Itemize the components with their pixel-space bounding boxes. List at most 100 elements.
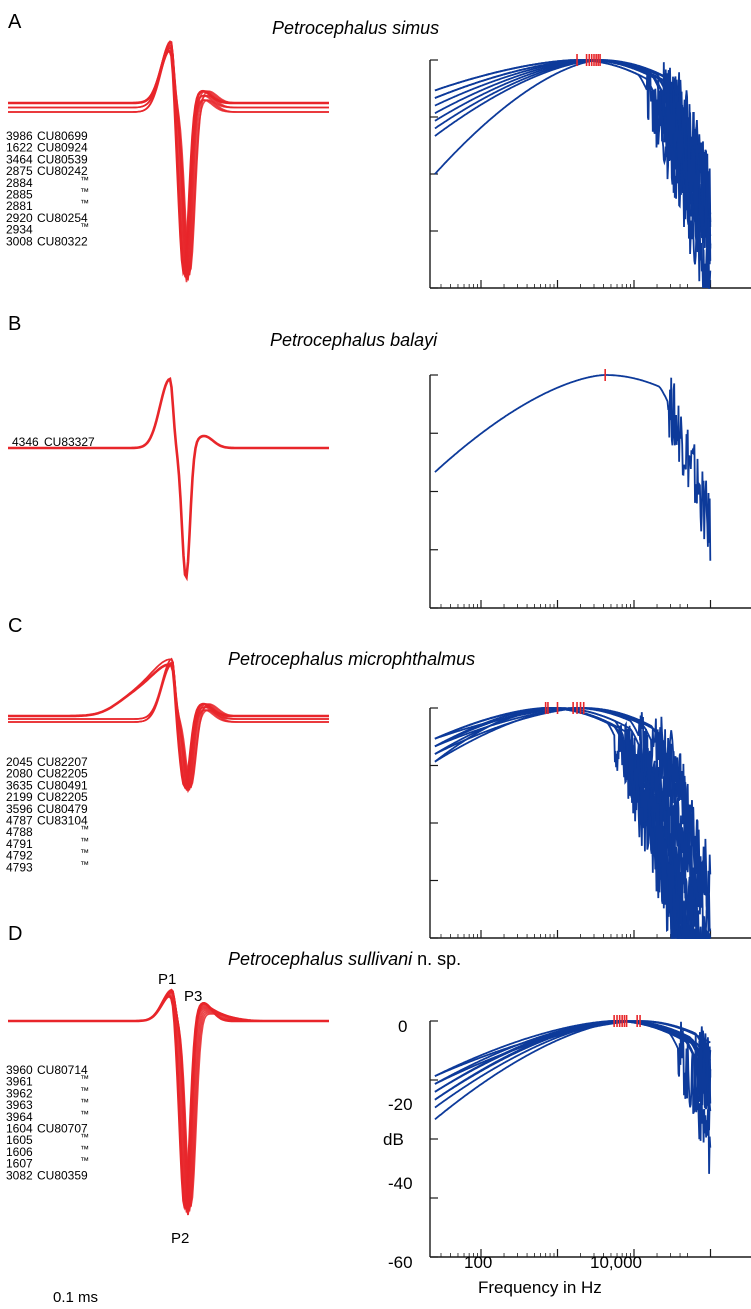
species-name-b: Petrocephalus balayi <box>270 330 438 350</box>
species-suffix-d: n. sp. <box>412 949 461 969</box>
spectrum-series <box>434 59 712 227</box>
specimen-id: 3082 <box>6 1168 33 1182</box>
specimen-catalog: CU83104 <box>37 814 88 828</box>
species-title-c: Petrocephalus microphthalmus <box>228 649 475 669</box>
y-tick-label-20: -20 <box>388 1095 413 1114</box>
spectrum-series <box>434 1020 712 1174</box>
waveform-trace <box>8 991 329 1207</box>
specimen-catalog: CU80699 <box>37 129 88 143</box>
spectrum-series <box>434 1020 712 1131</box>
specimen-id: 3964 <box>6 1110 33 1124</box>
specimen-catalog: ™ <box>80 1085 89 1095</box>
specimen-id: 2045 <box>6 755 33 769</box>
spectrum-series <box>434 374 712 561</box>
species-name-c: Petrocephalus microphthalmus <box>228 649 475 669</box>
waveform-trace <box>8 47 329 275</box>
specimen-id: 3596 <box>6 802 33 816</box>
specimen-catalog: ™ <box>80 836 89 846</box>
x-tick-label-10000: 10,000 <box>590 1253 642 1272</box>
specimen-catalog: CU80707 <box>37 1122 88 1136</box>
peak-label-p1: P1 <box>158 971 176 988</box>
specimen-id: 4791 <box>6 837 33 851</box>
specimen-catalog: ™ <box>80 187 89 197</box>
species-title-d: Petrocephalus sullivani n. sp. <box>228 949 461 969</box>
specimen-catalog: CU80491 <box>37 778 88 792</box>
specimen-id: 3008 <box>6 234 33 248</box>
specimen-id: 1622 <box>6 141 33 155</box>
specimen-id: 1604 <box>6 1122 33 1136</box>
specimen-catalog: ™ <box>80 1156 89 1166</box>
spectrum-layer <box>429 54 751 1258</box>
spectrum-series <box>434 1020 712 1085</box>
specimen-id: 3986 <box>6 129 33 143</box>
specimen-catalog: ™ <box>80 1132 89 1142</box>
spectrum-series <box>434 59 712 265</box>
specimen-id: 3963 <box>6 1098 33 1112</box>
y-axis-title: dB <box>383 1130 404 1149</box>
specimen-id: 1605 <box>6 1133 33 1147</box>
y-tick-label-60: -60 <box>388 1253 413 1272</box>
peak-label-p2: P2 <box>171 1230 189 1247</box>
y-tick-label-0: 0 <box>398 1017 407 1036</box>
specimen-id: 3464 <box>6 152 33 166</box>
specimen-id: 2080 <box>6 767 33 781</box>
panel-letter-a: A <box>8 11 22 33</box>
specimen-id: 2884 <box>6 176 33 190</box>
specimen-catalog: CU80479 <box>37 802 88 816</box>
specimen-id: 1606 <box>6 1145 33 1159</box>
specimen-id: 3961 <box>6 1075 33 1089</box>
specimen-id: 4788 <box>6 825 33 839</box>
specimen-id: 2199 <box>6 790 33 804</box>
y-tick-label-40: -40 <box>388 1174 413 1193</box>
specimen-catalog: ™ <box>80 848 89 858</box>
specimen-catalog: CU80242 <box>37 164 88 178</box>
specimen-id: 3962 <box>6 1086 33 1100</box>
waveform-trace <box>8 661 329 792</box>
specimen-catalog: CU80539 <box>37 152 88 166</box>
scale-bar-label: 0.1 ms <box>53 1289 98 1306</box>
waveform-layer <box>8 40 329 1276</box>
specimen-id: 2881 <box>6 199 33 213</box>
waveform-trace <box>8 377 329 582</box>
peak-label-p3: P3 <box>184 988 202 1005</box>
species-name-d: Petrocephalus sullivani <box>228 949 413 969</box>
specimen-id: 3960 <box>6 1063 33 1077</box>
specimen-id: 3635 <box>6 778 33 792</box>
specimen-id: 4792 <box>6 849 33 863</box>
species-title-b: Petrocephalus balayi <box>270 330 438 350</box>
specimen-id: 2885 <box>6 188 33 202</box>
species-title-a: Petrocephalus simus <box>272 18 439 38</box>
specimen-catalog: ™ <box>80 1109 89 1119</box>
species-name-a: Petrocephalus simus <box>272 18 439 38</box>
panel-letter-b: B <box>8 313 21 335</box>
specimen-catalog: ™ <box>80 198 89 208</box>
specimen-catalog: CU80254 <box>37 211 88 225</box>
specimen-catalog: CU82205 <box>37 767 88 781</box>
specimen-id: 2934 <box>6 223 33 237</box>
specimen-catalog: ™ <box>80 175 89 185</box>
spectrum-series <box>434 1020 712 1121</box>
specimen-catalog: ™ <box>80 1074 89 1084</box>
specimen-catalog: CU80359 <box>37 1168 88 1182</box>
specimen-id: 2875 <box>6 164 33 178</box>
specimen-catalog: CU82207 <box>37 755 88 769</box>
specimen-catalog: ™ <box>80 824 89 834</box>
waveform-trace <box>8 663 329 789</box>
spectrum-series <box>434 1020 712 1113</box>
specimen-catalog: ™ <box>80 1097 89 1107</box>
specimen-catalog: CU80924 <box>37 141 88 155</box>
specimen-catalog: CU82205 <box>37 790 88 804</box>
specimen-id: 2920 <box>6 211 33 225</box>
waveform-trace <box>8 44 329 278</box>
specimen-lists: 3986 CU80699 1622 CU80924 3464 CU80539 2875 CU8… <box>6 129 95 1182</box>
specimen-id: 4787 <box>6 814 33 828</box>
specimen-catalog: CU80322 <box>37 234 88 248</box>
x-axis-title: Frequency in Hz <box>478 1278 602 1297</box>
specimen-id: 1607 <box>6 1157 33 1171</box>
specimen-id: 4793 <box>6 860 33 874</box>
specimen-catalog: CU80714 <box>37 1063 88 1077</box>
specimen-catalog: ™ <box>80 1144 89 1154</box>
panel-letter-c: C <box>8 615 22 637</box>
specimen-catalog: ™ <box>80 222 89 232</box>
